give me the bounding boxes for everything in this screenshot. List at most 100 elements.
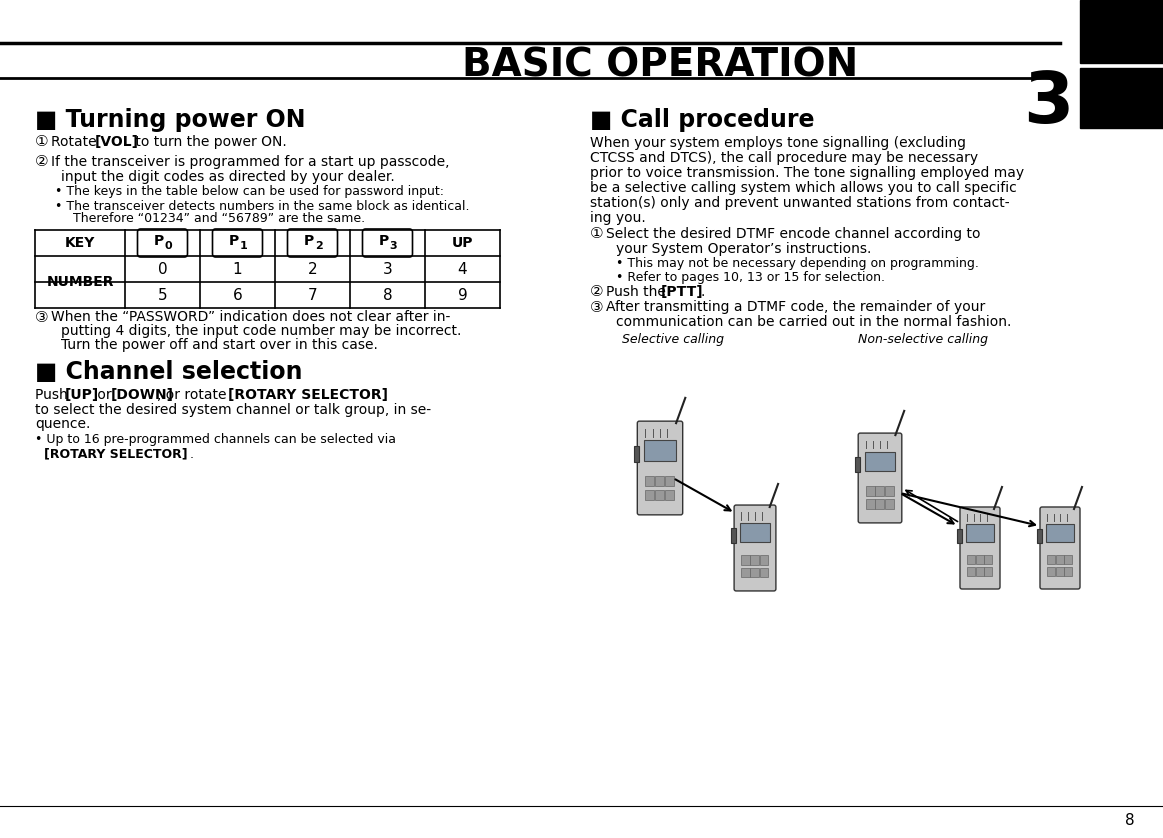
Bar: [1056, 567, 1064, 576]
Text: ③: ③: [35, 309, 49, 324]
Text: 2: 2: [308, 261, 317, 277]
Text: After transmitting a DTMF code, the remainder of your: After transmitting a DTMF code, the rema…: [606, 300, 985, 314]
Bar: [976, 567, 984, 576]
Text: 3: 3: [390, 241, 398, 251]
Text: UP: UP: [451, 236, 473, 250]
Text: [UP]: [UP]: [65, 388, 99, 402]
Text: 0: 0: [158, 261, 167, 277]
Text: 9: 9: [457, 287, 468, 303]
Text: CTCSS and DTCS), the call procedure may be necessary: CTCSS and DTCS), the call procedure may …: [590, 151, 978, 165]
Text: 3: 3: [1022, 69, 1073, 137]
Bar: [741, 568, 750, 577]
Bar: [885, 486, 893, 495]
Text: Therefore “01234” and “56789” are the same.: Therefore “01234” and “56789” are the sa…: [65, 213, 365, 225]
Text: station(s) only and prevent unwanted stations from contact-: station(s) only and prevent unwanted sta…: [590, 196, 1009, 210]
Text: or: or: [93, 388, 116, 402]
Text: Non-selective calling: Non-selective calling: [858, 334, 989, 346]
Text: ②: ②: [590, 284, 604, 299]
Bar: [984, 555, 992, 564]
Text: Push: Push: [35, 388, 72, 402]
Bar: [864, 452, 896, 472]
Text: quence.: quence.: [35, 417, 91, 431]
Text: ①: ①: [590, 226, 604, 241]
Text: [ROTARY SELECTOR]: [ROTARY SELECTOR]: [228, 388, 388, 402]
Bar: [876, 499, 884, 509]
Text: Select the desired DTMF encode channel according to: Select the desired DTMF encode channel a…: [606, 227, 980, 241]
Text: be a selective calling system which allows you to call specific: be a selective calling system which allo…: [590, 181, 1016, 195]
Text: • The keys in the table below can be used for password input:: • The keys in the table below can be use…: [55, 185, 444, 199]
Text: prior to voice transmission. The tone signalling employed may: prior to voice transmission. The tone si…: [590, 166, 1025, 180]
Bar: [665, 476, 675, 486]
Text: your System Operator’s instructions.: your System Operator’s instructions.: [616, 242, 871, 256]
Bar: [1056, 555, 1064, 564]
Text: , or rotate: , or rotate: [157, 388, 231, 402]
Text: 1: 1: [233, 261, 242, 277]
FancyBboxPatch shape: [1040, 507, 1080, 589]
FancyBboxPatch shape: [137, 229, 187, 257]
Text: 3: 3: [383, 261, 392, 277]
FancyBboxPatch shape: [959, 507, 1000, 589]
Text: ①: ①: [35, 135, 49, 149]
Text: to turn the power ON.: to turn the power ON.: [131, 135, 287, 149]
Bar: [976, 555, 984, 564]
Bar: [885, 499, 893, 509]
Bar: [730, 528, 736, 543]
Bar: [865, 486, 875, 495]
Text: to select the desired system channel or talk group, in se-: to select the desired system channel or …: [35, 403, 431, 417]
FancyBboxPatch shape: [637, 422, 683, 515]
Bar: [865, 499, 875, 509]
Text: BASIC OPERATION: BASIC OPERATION: [462, 47, 858, 85]
Bar: [655, 490, 664, 500]
Text: 5: 5: [158, 287, 167, 303]
Bar: [645, 490, 655, 500]
Bar: [750, 556, 758, 565]
Bar: [759, 568, 768, 577]
Bar: [750, 568, 758, 577]
Text: ing you.: ing you.: [590, 211, 645, 225]
Text: communication can be carried out in the normal fashion.: communication can be carried out in the …: [616, 315, 1012, 329]
Text: • Refer to pages 10, 13 or 15 for selection.: • Refer to pages 10, 13 or 15 for select…: [616, 271, 885, 283]
Bar: [1080, 0, 1163, 63]
Bar: [1046, 524, 1073, 542]
Text: ②: ②: [35, 154, 49, 169]
Text: If the transceiver is programmed for a start up passcode,: If the transceiver is programmed for a s…: [51, 155, 450, 169]
Text: NUMBER: NUMBER: [47, 275, 114, 289]
Text: KEY: KEY: [65, 236, 95, 250]
Text: Push the: Push the: [606, 285, 670, 299]
Bar: [741, 556, 750, 565]
Bar: [876, 486, 884, 495]
Bar: [655, 476, 664, 486]
Text: 0: 0: [165, 241, 172, 251]
Text: ③: ③: [590, 299, 604, 314]
Text: • Up to 16 pre-programmed channels can be selected via: • Up to 16 pre-programmed channels can b…: [35, 433, 400, 447]
Text: [DOWN]: [DOWN]: [110, 388, 174, 402]
Text: 8: 8: [383, 287, 392, 303]
Text: .: .: [700, 285, 705, 299]
Text: P: P: [228, 234, 238, 248]
Text: [ROTARY SELECTOR]: [ROTARY SELECTOR]: [44, 447, 187, 461]
Bar: [644, 441, 676, 461]
Text: 6: 6: [233, 287, 242, 303]
Bar: [759, 556, 768, 565]
FancyBboxPatch shape: [858, 433, 901, 523]
Text: ■ Turning power ON: ■ Turning power ON: [35, 108, 306, 132]
Bar: [1037, 529, 1042, 543]
Text: ■ Call procedure: ■ Call procedure: [590, 108, 814, 132]
Bar: [957, 529, 962, 543]
Bar: [1047, 567, 1055, 576]
Bar: [966, 567, 975, 576]
Bar: [741, 523, 770, 541]
Bar: [1080, 68, 1163, 128]
Text: .: .: [190, 447, 194, 461]
Text: [PTT]: [PTT]: [661, 285, 704, 299]
Text: When the “PASSWORD” indication does not clear after in-: When the “PASSWORD” indication does not …: [51, 310, 450, 324]
Text: • This may not be necessary depending on programming.: • This may not be necessary depending on…: [616, 256, 979, 270]
Bar: [966, 555, 975, 564]
Text: ■ Channel selection: ■ Channel selection: [35, 360, 302, 384]
Bar: [1064, 555, 1072, 564]
Bar: [984, 567, 992, 576]
Text: putting 4 digits, the input code number may be incorrect.: putting 4 digits, the input code number …: [60, 324, 462, 338]
Text: 1: 1: [240, 241, 248, 251]
Text: 7: 7: [308, 287, 317, 303]
Bar: [645, 476, 655, 486]
